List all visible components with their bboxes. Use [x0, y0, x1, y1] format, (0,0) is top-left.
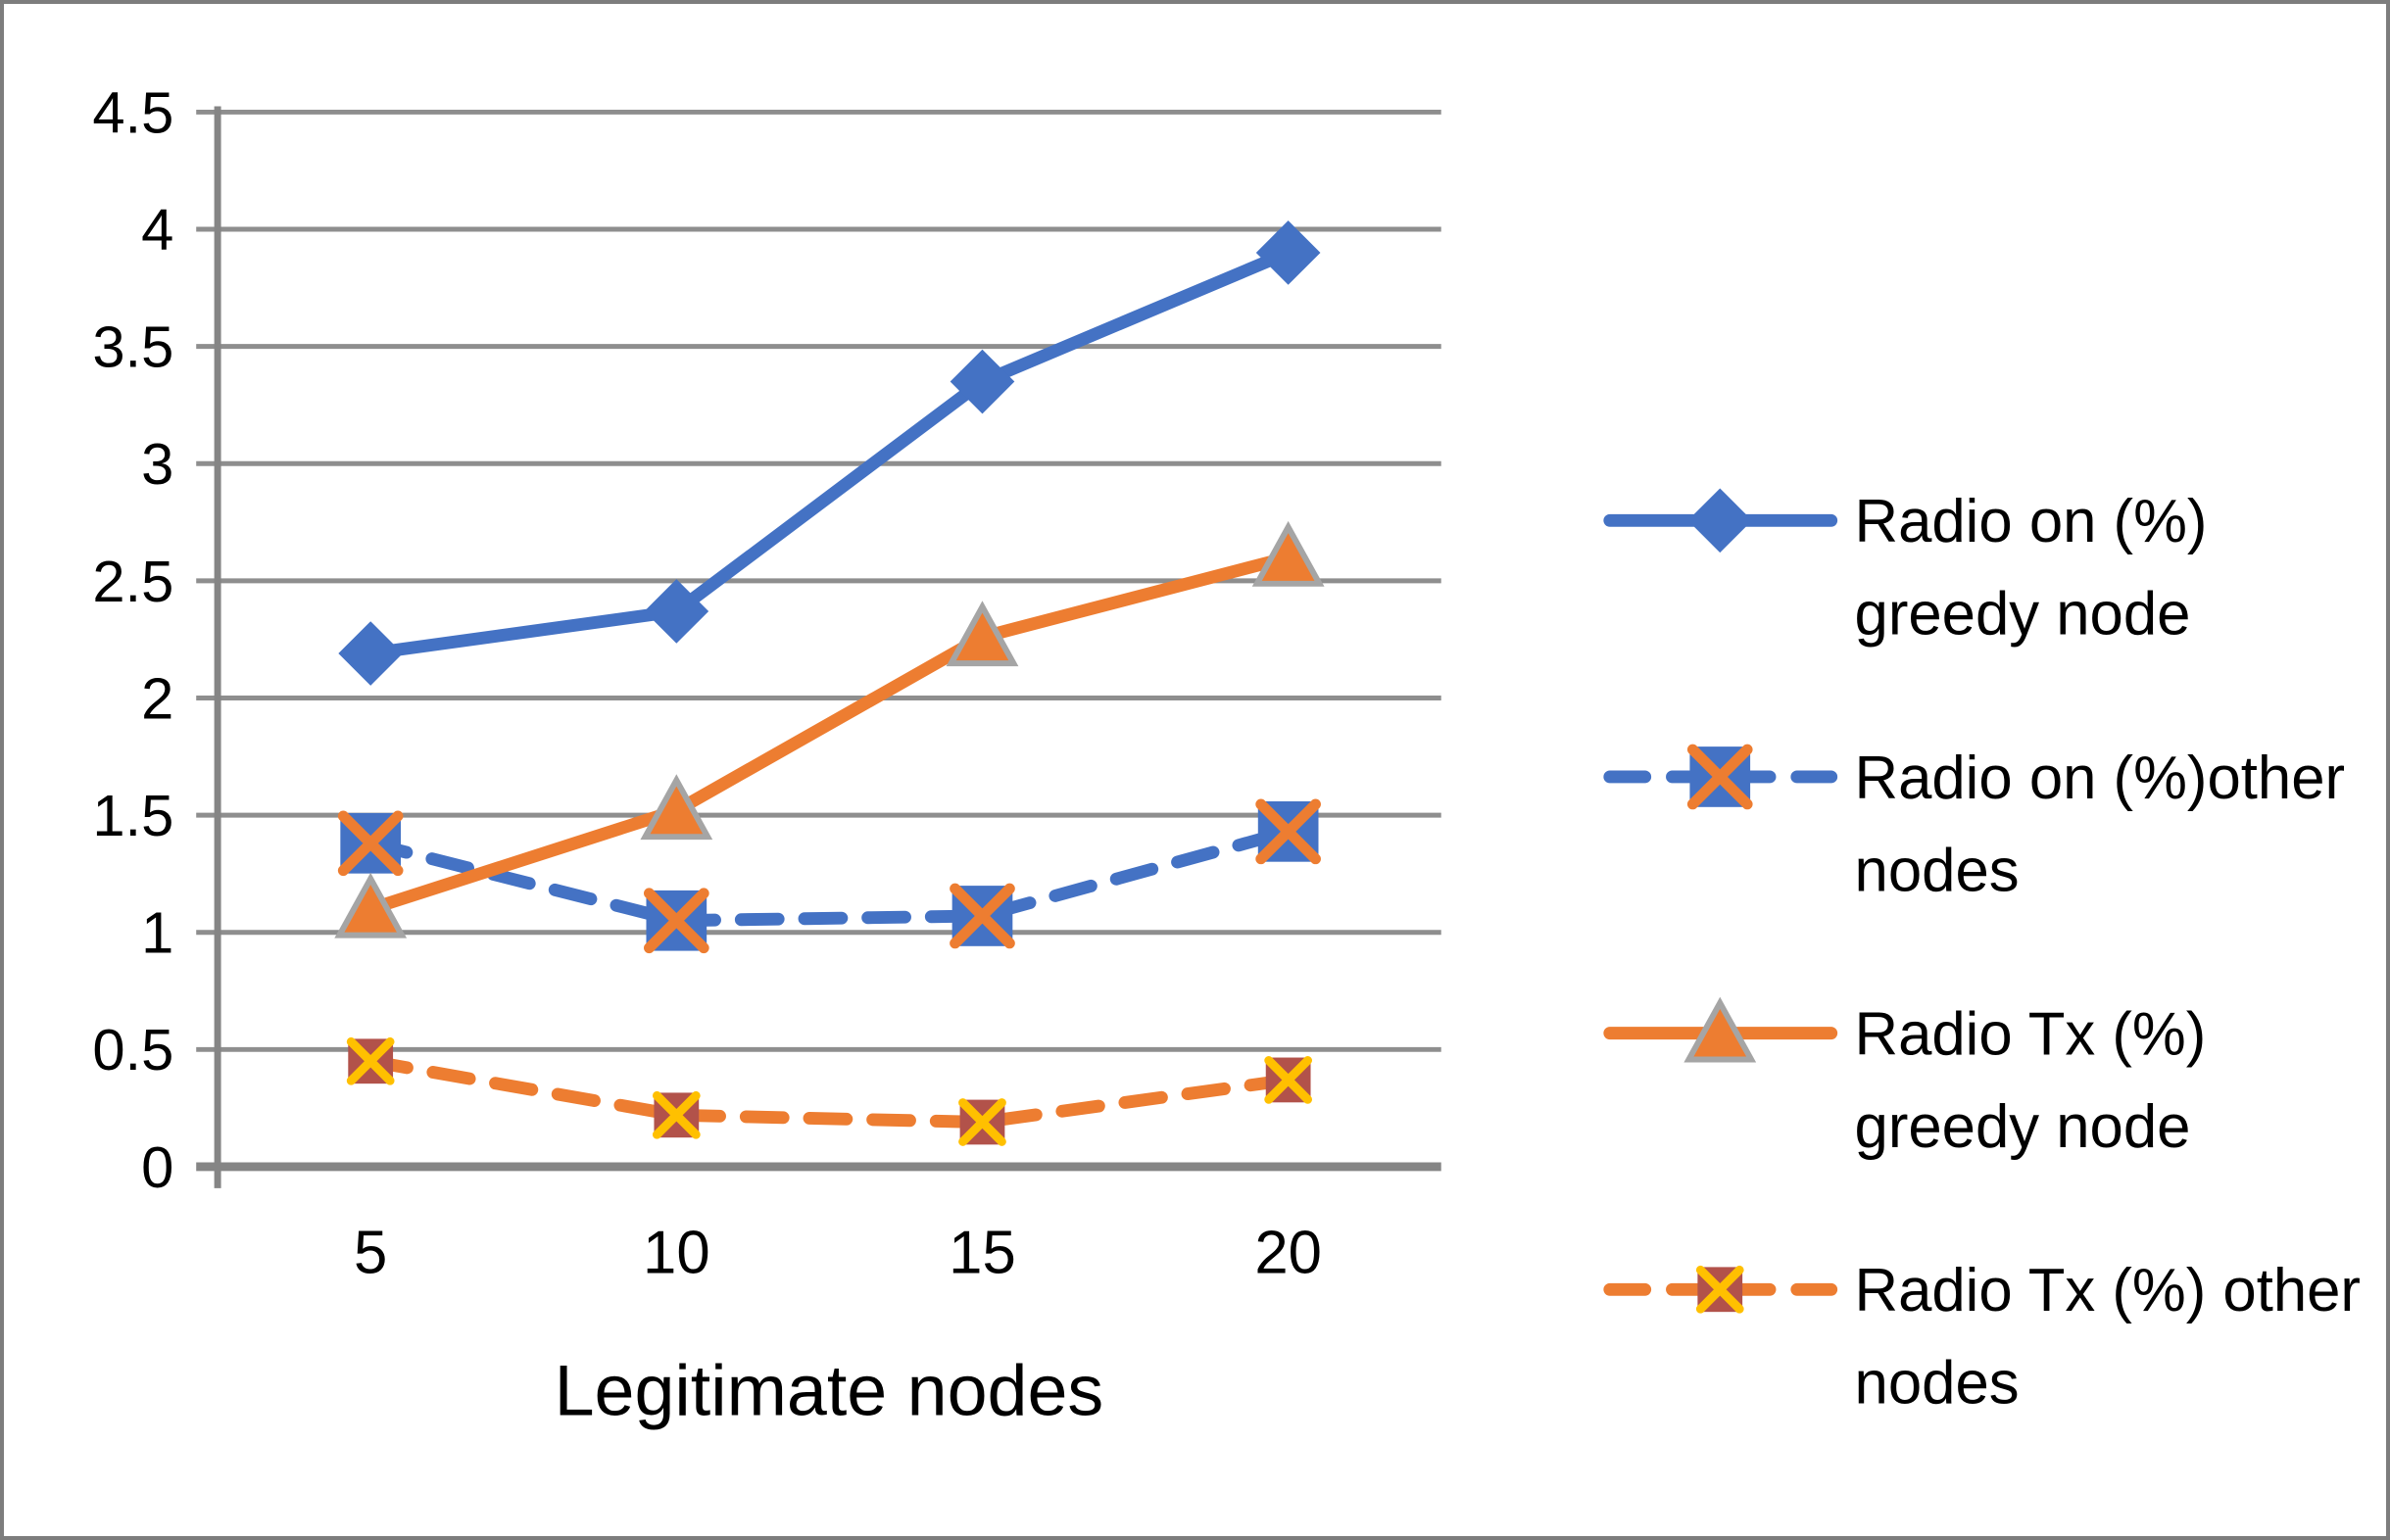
diamond-marker	[338, 621, 404, 686]
series-4	[346, 1036, 1313, 1146]
legend-label-line: greedy node	[1855, 581, 2191, 649]
marker-x-stroke	[958, 1098, 1006, 1146]
legend-entry: Radio on (%) greedy node	[1603, 488, 2208, 649]
y-tick-label: 0.5	[92, 1017, 173, 1083]
marker-x-stroke	[644, 888, 709, 954]
marker-x-stroke	[1695, 1265, 1744, 1314]
series-layer	[334, 220, 1325, 1146]
legend: Radio on (%) greedy node Radio on (%)other…	[1603, 488, 2361, 1418]
marker-x-stroke	[1255, 798, 1321, 865]
y-tick-label: 1	[141, 900, 173, 966]
series-2	[337, 798, 1321, 954]
y-tick-label: 0	[141, 1134, 173, 1200]
x-tick-label: 10	[643, 1219, 710, 1286]
diamond-marker	[644, 579, 709, 644]
legend-label-line: Radio Tx (%) other	[1855, 1257, 2361, 1324]
y-tick-label: 3.5	[92, 314, 173, 380]
marker-x-stroke	[652, 1090, 701, 1139]
marker-x-stroke	[1264, 1056, 1313, 1104]
y-tick-label: 3	[141, 431, 173, 497]
series-line	[364, 246, 1295, 660]
triangle-marker	[946, 601, 1019, 667]
legend-label-line: nodes	[1855, 837, 2020, 904]
x-axis-title: Legitimate nodes	[555, 1350, 1104, 1431]
triangle-marker	[334, 872, 408, 938]
axes	[196, 106, 1441, 1188]
marker-x-stroke	[950, 883, 1015, 949]
gridlines	[196, 109, 1441, 1052]
x-tick-label: 15	[949, 1219, 1016, 1286]
marker-x-stroke	[337, 810, 404, 877]
x-tick-label: 5	[354, 1219, 387, 1286]
series-line	[364, 1054, 1295, 1129]
legend-entry: Radio on (%)other nodes	[1603, 744, 2345, 904]
marker-x-stroke	[346, 1036, 395, 1085]
series-line	[364, 551, 1295, 916]
diamond-marker	[1255, 220, 1321, 285]
triangle-marker	[1251, 520, 1325, 587]
series-3	[334, 520, 1325, 938]
marker-x-stroke	[1686, 744, 1753, 810]
y-tick-label: 2	[141, 665, 173, 731]
series-1	[338, 220, 1321, 686]
y-tick-label: 2.5	[92, 549, 173, 614]
y-tick-label: 1.5	[92, 783, 173, 848]
triangle-marker	[1683, 996, 1757, 1063]
legend-label-line: Radio Tx (%)	[1855, 1001, 2207, 1069]
triangle-marker	[640, 774, 713, 841]
y-tick-label: 4	[141, 197, 173, 263]
series-line	[364, 825, 1295, 928]
legend-entry: Radio Tx (%) other nodes	[1603, 1257, 2361, 1418]
diamond-marker	[1687, 488, 1753, 553]
legend-label-line: nodes	[1855, 1350, 2020, 1418]
line-chart: 0 0.5 1 1.5 2 2.5 3 3.5 4 4.5 5 10 15 20 Legitimate …	[92, 79, 2361, 1431]
x-axis-tick-labels: 5 10 15 20	[354, 1219, 1322, 1286]
y-axis-tick-labels: 0 0.5 1 1.5 2 2.5 3 3.5 4 4.5	[92, 79, 173, 1199]
legend-label-line: Radio on (%)	[1855, 488, 2208, 555]
y-tick-label: 4.5	[92, 79, 173, 145]
legend-label-line: Radio on (%)other	[1855, 745, 2345, 812]
x-tick-label: 20	[1254, 1219, 1322, 1286]
legend-label-line: greedy node	[1855, 1093, 2191, 1161]
legend-entry: Radio Tx (%) greedy node	[1603, 996, 2207, 1161]
